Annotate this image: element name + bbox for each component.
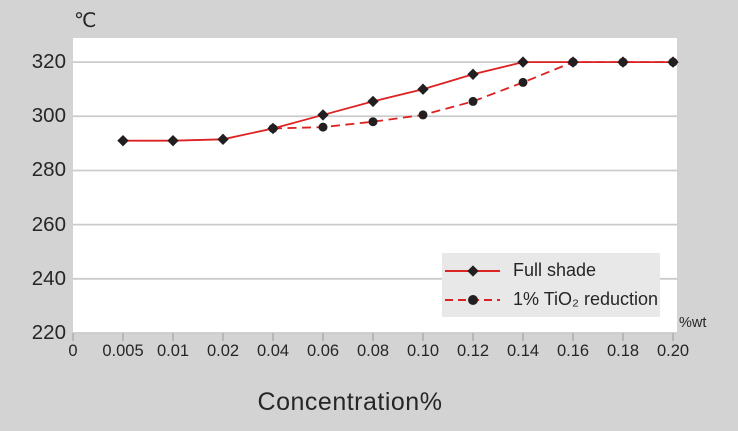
legend-entry-full-shade: Full shade: [442, 256, 660, 285]
legend-label-full-shade: Full shade: [513, 260, 597, 280]
legend-sample-solid: [445, 264, 500, 277]
legend-entry-tio2-reduction: 1% TiO₂ reduction: [442, 285, 660, 314]
data-point-diamond: [167, 134, 179, 147]
data-point-circle: [318, 122, 328, 132]
data-point-diamond: [467, 68, 479, 80]
data-point-circle: [418, 110, 428, 120]
data-point-diamond: [217, 133, 229, 146]
diamond-marker-icon: [467, 264, 479, 277]
data-point-diamond: [617, 56, 629, 68]
legend: Full shade 1% TiO₂ reduction: [442, 253, 660, 317]
legend-label-tio2-reduction: 1% TiO₂ reduction: [513, 289, 659, 309]
data-point-circle: [518, 77, 528, 87]
legend-sample-dashed: [445, 294, 500, 306]
data-point-circle: [368, 117, 378, 127]
data-point-diamond: [417, 83, 429, 95]
data-point-diamond: [567, 56, 579, 68]
series-line-solid: [123, 61, 673, 142]
data-point-diamond: [117, 134, 129, 147]
data-point-diamond: [317, 109, 329, 121]
circle-marker-icon: [468, 294, 478, 305]
data-point-diamond: [267, 122, 279, 135]
data-point-diamond: [667, 56, 679, 68]
series-line-dashed: [272, 61, 673, 130]
data-point-circle: [468, 96, 478, 106]
data-point-diamond: [517, 56, 529, 68]
data-point-diamond: [367, 95, 379, 108]
